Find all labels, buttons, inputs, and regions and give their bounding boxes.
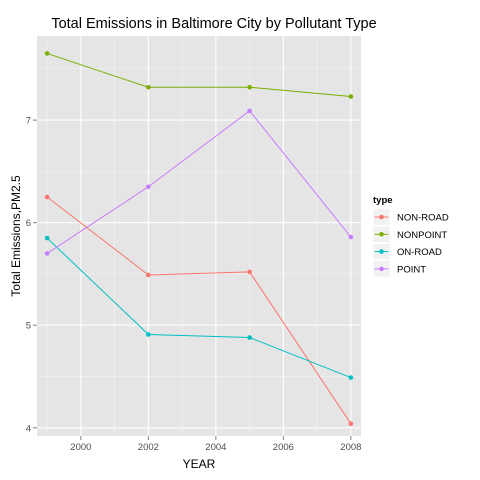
x-tick-label: 2000 bbox=[70, 442, 91, 453]
y-tick-label: 7 bbox=[26, 116, 31, 127]
series-line-on-road bbox=[46, 237, 352, 379]
data-point-point bbox=[146, 184, 151, 190]
data-point-non-road bbox=[146, 272, 151, 278]
y-tick-label: 4 bbox=[26, 423, 31, 434]
legend-label-nonpoint: NONPOINT bbox=[397, 230, 447, 241]
chart-title: Total Emissions in Baltimore City by Pol… bbox=[51, 16, 376, 32]
series-layer bbox=[44, 51, 354, 426]
data-point-nonpoint bbox=[146, 84, 151, 90]
y-axis-title: Total Emissions,PM2.5 bbox=[9, 175, 23, 297]
legend-label-non-road: NON-ROAD bbox=[397, 213, 449, 224]
data-point-non-road bbox=[348, 421, 354, 426]
data-point-on-road bbox=[247, 335, 252, 340]
series-line-non-road bbox=[46, 196, 352, 424]
data-point-on-road bbox=[146, 332, 151, 337]
data-point-nonpoint bbox=[247, 84, 252, 90]
data-point-point bbox=[348, 234, 354, 240]
x-tick-label: 2008 bbox=[340, 442, 361, 453]
legend-label-on-road: ON-ROAD bbox=[397, 247, 442, 258]
plot-panel bbox=[37, 36, 361, 436]
x-tick-label: 2006 bbox=[273, 442, 294, 453]
series-line-point bbox=[46, 110, 352, 254]
minor-gridlines bbox=[37, 36, 361, 436]
data-point-nonpoint bbox=[348, 94, 354, 99]
data-point-on-road bbox=[44, 235, 50, 241]
data-point-point bbox=[44, 251, 50, 256]
legend-key-point bbox=[372, 260, 391, 278]
legend-label-point: POINT bbox=[397, 264, 426, 275]
legend-title: type bbox=[373, 195, 393, 206]
axis-tick-labels: 2000 2002 2004 2006 2008 4 5 6 7 bbox=[26, 116, 362, 453]
data-point-non-road bbox=[44, 194, 50, 200]
legend-key-on-road bbox=[372, 243, 391, 260]
data-point-point bbox=[247, 108, 252, 114]
data-point-nonpoint bbox=[44, 51, 50, 56]
data-point-non-road bbox=[247, 269, 252, 275]
y-tick-label: 5 bbox=[26, 321, 31, 332]
data-point-on-road bbox=[348, 375, 354, 380]
series-line-nonpoint bbox=[46, 52, 351, 98]
x-tick-label: 2002 bbox=[138, 442, 159, 453]
legend: type NON-ROAD NONPOINT ON-ROAD POINT bbox=[372, 195, 449, 278]
y-tick-label: 6 bbox=[26, 218, 31, 229]
legend-key-nonpoint bbox=[372, 226, 391, 243]
legend-key-non-road bbox=[372, 208, 391, 226]
x-tick-label: 2004 bbox=[205, 442, 226, 453]
x-axis-title: YEAR bbox=[183, 457, 216, 471]
axis-ticks bbox=[33, 119, 352, 440]
